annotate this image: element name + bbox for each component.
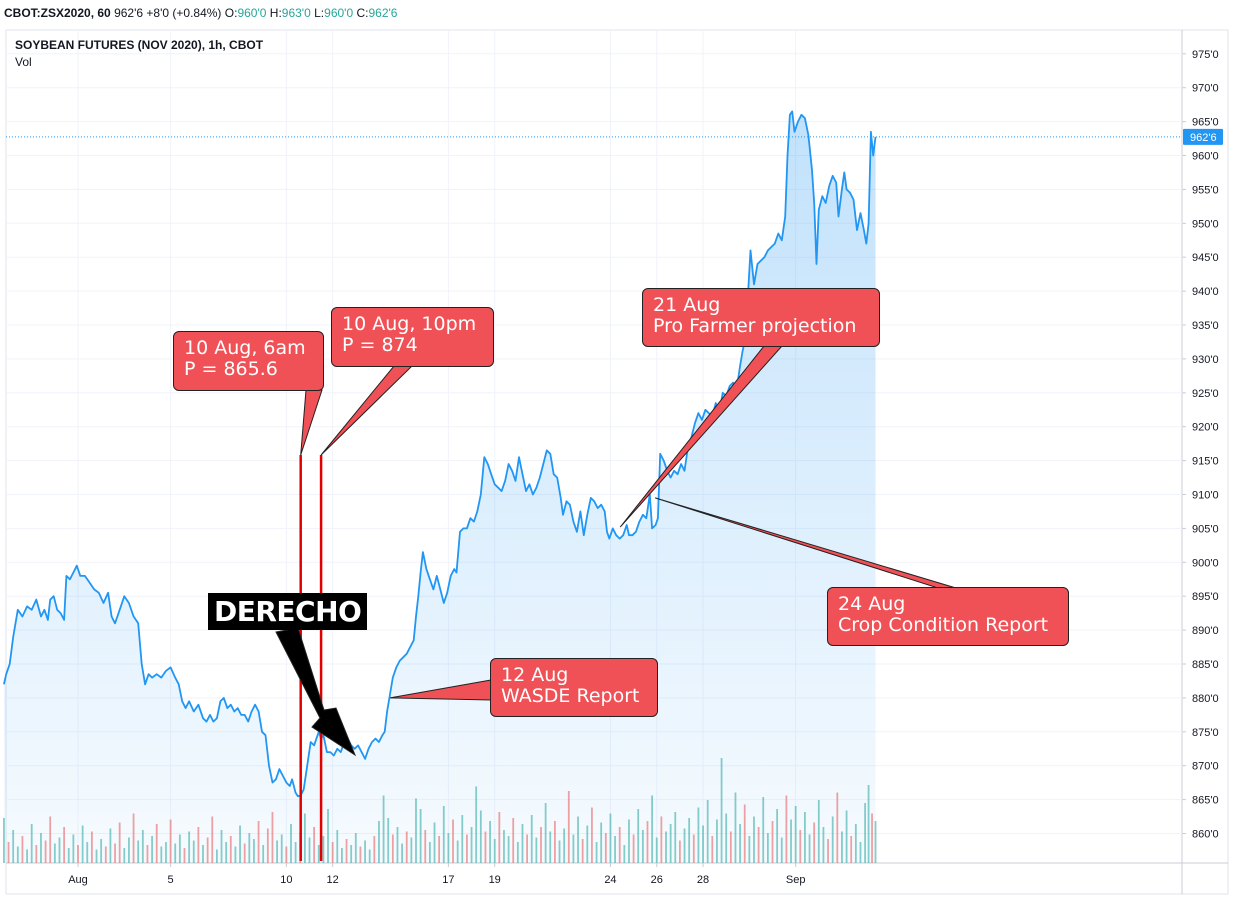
- price-tick-label: 900'0: [1192, 557, 1219, 569]
- annotation-wasde: 12 Aug WASDE Report: [490, 658, 658, 717]
- annotation-line: P = 874: [342, 334, 418, 356]
- time-tick-label: 12: [327, 874, 339, 886]
- price-tick-label: 885'0: [1192, 659, 1219, 671]
- annotation-crop-condition: 24 Aug Crop Condition Report: [827, 587, 1069, 646]
- last-price-badge-bg: [1183, 128, 1223, 145]
- price-tick-label: 965'0: [1192, 117, 1219, 129]
- time-tick-label: 19: [489, 874, 501, 886]
- price-tick-label: 950'0: [1192, 218, 1219, 230]
- annotation-line: 12 Aug: [501, 664, 569, 686]
- price-tick-label: 930'0: [1192, 354, 1219, 366]
- last-price: 962'6: [114, 6, 144, 20]
- high-value: 963'0: [281, 6, 311, 20]
- annotation-line: 24 Aug: [838, 593, 906, 615]
- volume-bar: [874, 821, 877, 863]
- price-change: +8'0 (+0.84%): [146, 6, 222, 20]
- price-tick-label: 970'0: [1192, 83, 1219, 95]
- callout-pointer: [320, 365, 414, 456]
- low-label: L:: [314, 6, 325, 20]
- volume-label: Vol: [15, 55, 32, 69]
- time-tick-label: 17: [442, 874, 454, 886]
- price-area: [3, 111, 876, 863]
- last-price-badge-label: 962'6: [1190, 132, 1217, 144]
- price-tick-label: 925'0: [1192, 388, 1219, 400]
- annotation-line: WASDE Report: [501, 685, 640, 707]
- price-tick-label: 905'0: [1192, 523, 1219, 535]
- annotation-line: 10 Aug, 10pm: [342, 313, 477, 335]
- annotation-line: Pro Farmer projection: [653, 315, 857, 337]
- price-tick-label: 860'0: [1192, 829, 1219, 841]
- price-tick-label: 910'0: [1192, 490, 1219, 502]
- time-tick-label: 10: [280, 874, 292, 886]
- low-value: 960'0: [324, 6, 354, 20]
- price-tick-label: 880'0: [1192, 693, 1219, 705]
- open-label: O:: [224, 6, 238, 20]
- chart-header: CBOT:ZSX2020, 60 962'6 +8'0 (+0.84%) O:9…: [4, 6, 397, 20]
- derecho-arrow: [275, 627, 357, 757]
- open-value: 960'0: [237, 6, 267, 20]
- price-tick-label: 895'0: [1192, 591, 1219, 603]
- chart-title: SOYBEAN FUTURES (NOV 2020), 1h, CBOT: [15, 38, 264, 52]
- price-tick-label: 945'0: [1192, 252, 1219, 264]
- time-tick-label: Aug: [68, 874, 88, 886]
- price-tick-label: 915'0: [1192, 456, 1219, 468]
- price-tick-label: 955'0: [1192, 184, 1219, 196]
- annotation-pro-farmer: 21 Aug Pro Farmer projection: [642, 288, 880, 347]
- annotation-line: 21 Aug: [653, 294, 721, 316]
- callout-pointers: [275, 345, 957, 757]
- price-tick-label: 870'0: [1192, 761, 1219, 773]
- time-tick-label: Sep: [786, 874, 806, 886]
- price-axis[interactable]: 860'0 865'0 870'0 875'0 880'0 885'0 890'0 895'0…: [1182, 49, 1219, 841]
- annotation-line: P = 865.6: [184, 358, 278, 380]
- price-tick-label: 875'0: [1192, 727, 1219, 739]
- price-tick-label: 940'0: [1192, 286, 1219, 298]
- price-tick-label: 865'0: [1192, 795, 1219, 807]
- close-value: 962'6: [368, 6, 398, 20]
- price-tick-label: 935'0: [1192, 320, 1219, 332]
- close-label: C:: [356, 6, 369, 20]
- time-tick-label: 28: [697, 874, 709, 886]
- time-tick-label: 24: [604, 874, 616, 886]
- annotation-10aug-10pm: 10 Aug, 10pm P = 874: [331, 307, 494, 367]
- callout-pointer: [300, 389, 323, 456]
- symbol-label: CBOT:ZSX2020, 60: [4, 6, 111, 20]
- price-tick-label: 960'0: [1192, 151, 1219, 163]
- chart-frame: [5, 29, 1229, 895]
- price-tick-label: 920'0: [1192, 422, 1219, 434]
- high-label: H:: [269, 6, 282, 20]
- price-tick-label: 975'0: [1192, 49, 1219, 61]
- annotation-line: 10 Aug, 6am: [184, 337, 306, 359]
- annotation-10aug-6am: 10 Aug, 6am P = 865.6: [173, 331, 324, 391]
- annotation-line: Crop Condition Report: [838, 614, 1049, 636]
- derecho-label: DERECHO: [208, 593, 368, 630]
- time-tick-label: 26: [651, 874, 663, 886]
- time-tick-label: 5: [168, 874, 174, 886]
- last-price-badge: 962'6: [1183, 128, 1223, 145]
- price-tick-label: 890'0: [1192, 625, 1219, 637]
- time-axis[interactable]: Aug 5 10 12 17 19 24 26 28 Sep: [68, 863, 805, 886]
